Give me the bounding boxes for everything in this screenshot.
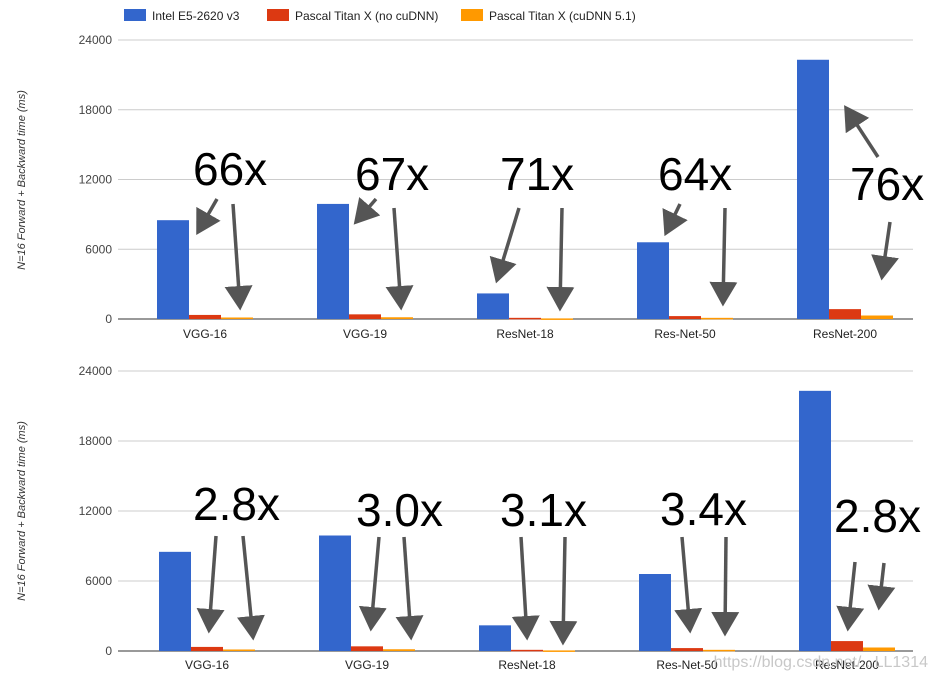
y-tick-label: 24000 <box>79 33 113 47</box>
speedup-annotation: 2.8x <box>834 490 921 542</box>
y-tick-label: 12000 <box>79 173 113 187</box>
bar-vgg-19-series-2 <box>381 317 413 319</box>
bar-resnet-200-series-1 <box>831 641 863 651</box>
x-tick-label: Res-Net-50 <box>654 327 716 341</box>
y-tick-label: 0 <box>105 312 112 326</box>
y-tick-label: 12000 <box>79 504 113 518</box>
annotation-arrow <box>353 196 381 225</box>
annotation-arrow <box>236 535 265 641</box>
annotation-arrow <box>711 536 740 637</box>
x-tick-label: ResNet-200 <box>813 327 877 341</box>
bar-resnet-18-series-2 <box>541 318 573 320</box>
bar-res-net-50-series-1 <box>669 316 701 319</box>
annotation-arrow <box>196 198 221 236</box>
annotation-arrow <box>196 535 225 634</box>
legend-swatch-1 <box>267 9 289 21</box>
top-chart-panel: 0 6000 12000 18000 24000 N=16 Forward + Backw… <box>16 33 924 341</box>
bar-resnet-200-series-0 <box>797 59 829 319</box>
legend-label-0: Intel E5-2620 v3 <box>152 9 240 23</box>
annotation-arrow <box>489 207 521 284</box>
bar-resnet-200-series-2 <box>863 647 895 651</box>
bar-vgg-16-series-0 <box>159 551 191 651</box>
bar-vgg-19-series-1 <box>349 314 381 319</box>
bar-resnet-18-series-1 <box>509 317 541 320</box>
legend-swatch-2 <box>461 9 483 21</box>
annotation-arrow <box>511 536 540 641</box>
bar-vgg-16-series-1 <box>189 314 221 319</box>
speedup-annotation: 66x <box>193 143 267 195</box>
bar-res-net-50-series-0 <box>639 574 671 651</box>
annotation-arrow <box>867 562 896 611</box>
chart-legend: Intel E5-2620 v3 Pascal Titan X (no cuDNN… <box>124 9 636 23</box>
annotation-arrow <box>395 536 424 641</box>
bar-vgg-19-series-1 <box>351 646 383 651</box>
annotation-arrow <box>709 207 738 307</box>
y-tick-label: 0 <box>105 644 112 658</box>
bar-resnet-18-series-0 <box>479 625 511 651</box>
annotation-arrow <box>385 207 414 311</box>
bar-resnet-18-series-2 <box>543 650 575 652</box>
bar-vgg-16-series-2 <box>223 649 255 651</box>
bar-vgg-16-series-0 <box>157 220 189 319</box>
x-tick-label: VGG-16 <box>185 658 229 672</box>
annotation-arrow <box>674 536 703 634</box>
speedup-annotation: 3.1x <box>500 484 587 536</box>
annotation-arrow <box>546 207 575 312</box>
bar-vgg-16-series-1 <box>191 646 223 651</box>
speedup-annotation: 71x <box>500 148 574 200</box>
y-axis-label: N=16 Forward + Backward time (ms) <box>16 90 28 270</box>
x-tick-label: VGG-16 <box>183 327 227 341</box>
annotation-arrow <box>662 203 688 237</box>
legend-label-2: Pascal Titan X (cuDNN 5.1) <box>489 9 636 23</box>
annotation-arrow <box>224 203 253 311</box>
annotation-arrow <box>871 221 899 281</box>
watermark-text: https://blog.csdn.net/...LL1314 <box>714 654 928 671</box>
bar-vgg-16-series-2 <box>221 317 253 319</box>
x-tick-label: Res-Net-50 <box>656 658 718 672</box>
bar-res-net-50-series-2 <box>703 649 735 652</box>
bar-vgg-19-series-2 <box>383 649 415 651</box>
y-tick-label: 6000 <box>85 574 112 588</box>
bar-resnet-200-series-0 <box>799 390 831 651</box>
bar-res-net-50-series-1 <box>671 648 703 651</box>
bar-vgg-19-series-0 <box>317 203 349 319</box>
y-tick-label: 24000 <box>79 364 113 378</box>
bar-resnet-200-series-1 <box>829 309 861 319</box>
x-tick-label: ResNet-200 <box>815 658 879 672</box>
y-tick-label: 6000 <box>85 242 112 256</box>
bar-resnet-200-series-2 <box>861 315 893 319</box>
y-axis-label: N=16 Forward + Backward time (ms) <box>16 421 28 601</box>
bottom-chart-panel: 0 6000 12000 18000 24000 N=16 Forward + Backw… <box>16 364 921 672</box>
x-tick-label: VGG-19 <box>343 327 387 341</box>
x-tick-label: ResNet-18 <box>496 327 554 341</box>
speedup-annotation: 67x <box>355 148 429 200</box>
speedup-annotation: 64x <box>658 148 732 200</box>
bar-res-net-50-series-0 <box>637 242 669 319</box>
speedup-annotation: 3.4x <box>660 483 747 535</box>
annotation-arrow <box>844 105 880 158</box>
annotation-arrow <box>836 561 865 632</box>
legend-label-1: Pascal Titan X (no cuDNN) <box>295 9 438 23</box>
speedup-annotation: 76x <box>850 158 924 210</box>
annotation-arrow <box>358 536 387 632</box>
speedup-annotation: 3.0x <box>356 484 443 536</box>
annotation-arrow <box>549 536 578 646</box>
speedup-annotation: 2.8x <box>193 478 280 530</box>
bar-resnet-18-series-0 <box>477 293 509 319</box>
y-tick-label: 18000 <box>79 103 113 117</box>
y-tick-label: 18000 <box>79 434 113 448</box>
bar-res-net-50-series-2 <box>701 317 733 320</box>
x-tick-label: ResNet-18 <box>498 658 556 672</box>
bar-vgg-19-series-0 <box>319 535 351 651</box>
legend-swatch-0 <box>124 9 146 21</box>
bar-resnet-18-series-1 <box>511 649 543 652</box>
x-tick-label: VGG-19 <box>345 658 389 672</box>
